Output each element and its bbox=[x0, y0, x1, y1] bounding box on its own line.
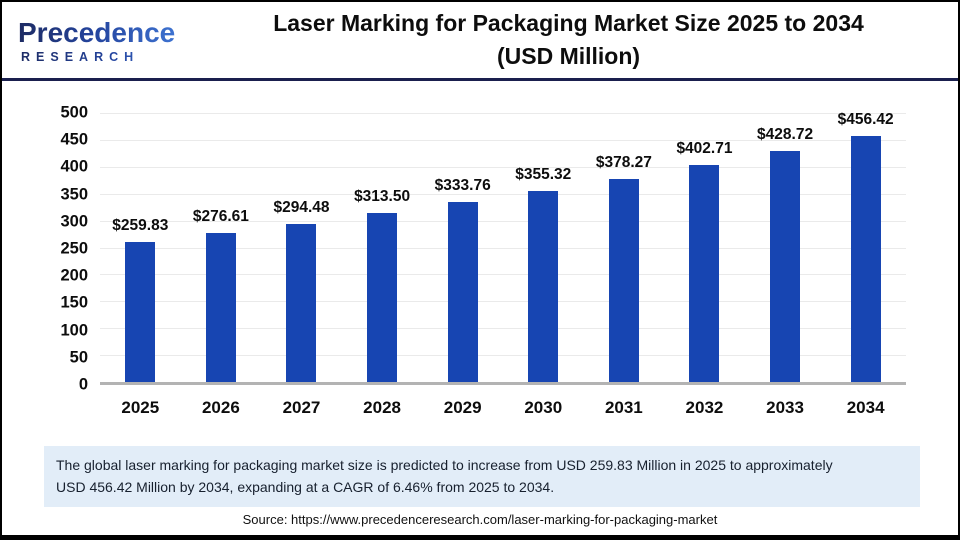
bar-slot: $378.27 bbox=[584, 113, 665, 382]
x-tick-label: 2031 bbox=[604, 398, 643, 417]
x-tick-label: 2033 bbox=[766, 398, 804, 417]
bar-value-label: $276.61 bbox=[192, 208, 249, 226]
bar bbox=[528, 190, 559, 382]
gridline bbox=[100, 301, 906, 303]
bar-slot: $456.42 bbox=[825, 111, 906, 382]
y-tick-label: 250 bbox=[60, 239, 88, 258]
y-tick-label: 350 bbox=[60, 185, 88, 204]
source-line: Source: https://www.precedenceresearch.c… bbox=[242, 512, 718, 527]
y-tick-label: 300 bbox=[60, 212, 88, 231]
bar bbox=[286, 223, 317, 382]
header: Precedence RESEARCH Laser Marking for Pa… bbox=[2, 2, 958, 81]
x-tick-label: 2029 bbox=[443, 398, 482, 417]
bar-slot: $402.71 bbox=[664, 113, 745, 382]
bar bbox=[850, 136, 881, 382]
bar bbox=[689, 165, 720, 382]
chart-title-line2: (USD Million) bbox=[496, 43, 641, 69]
y-tick-label: 450 bbox=[60, 130, 88, 149]
y-tick-label: 500 bbox=[60, 103, 88, 122]
y-axis-labels: 0 50 100 150 200 250 300 350 400 450 500 bbox=[2, 104, 88, 394]
bar-slot: $313.50 bbox=[342, 113, 423, 382]
bar-slot: $276.61 bbox=[181, 113, 262, 382]
gridline bbox=[100, 355, 906, 357]
gridline bbox=[100, 220, 906, 222]
brand-logo-wordmark: Precedence bbox=[18, 17, 187, 49]
x-tick-label: 2025 bbox=[121, 398, 160, 417]
gridline bbox=[100, 328, 906, 330]
y-tick-label: 150 bbox=[60, 293, 88, 312]
bar-value-label: $428.72 bbox=[757, 126, 814, 144]
y-tick-label: 0 bbox=[78, 375, 88, 394]
bar-slot: $259.83 bbox=[100, 113, 181, 382]
gridline bbox=[100, 247, 906, 249]
bar bbox=[205, 233, 236, 382]
chart-title: Laser Marking for Packaging Market Size … bbox=[187, 7, 958, 74]
bar-value-label: $456.42 bbox=[837, 111, 894, 129]
gridline bbox=[100, 274, 906, 276]
plot-area: $259.83 $276.61 $294.48 $313.50 $333.76 $355.… bbox=[100, 111, 906, 385]
x-tick-label: 2030 bbox=[524, 398, 563, 417]
x-tick-label: 2028 bbox=[363, 398, 401, 417]
brand-logo: Precedence RESEARCH bbox=[2, 17, 187, 64]
bar bbox=[447, 202, 478, 382]
brand-logo-subtitle: RESEARCH bbox=[18, 50, 187, 64]
bars-container: $259.83 $276.61 $294.48 $313.50 $333.76 $355.… bbox=[100, 111, 906, 382]
y-tick-label: 400 bbox=[60, 157, 88, 176]
bar-value-label: $313.50 bbox=[354, 188, 411, 206]
bar-slot: $333.76 bbox=[422, 113, 503, 382]
x-tick-label: 2026 bbox=[201, 398, 240, 417]
bar bbox=[125, 242, 156, 382]
gridline bbox=[100, 193, 906, 195]
summary-text: The global laser marking for packaging m… bbox=[56, 457, 833, 496]
bar-slot: $355.32 bbox=[503, 113, 584, 382]
bar bbox=[770, 151, 801, 382]
bar-value-label: $402.71 bbox=[676, 140, 733, 158]
chart-title-line1: Laser Marking for Packaging Market Size … bbox=[273, 9, 864, 36]
gridline bbox=[100, 166, 906, 168]
bar-value-label: $259.83 bbox=[112, 217, 169, 235]
bar-value-label: $378.27 bbox=[595, 153, 652, 171]
bar-slot: $294.48 bbox=[261, 113, 342, 382]
bar bbox=[367, 213, 398, 382]
y-tick-label: 50 bbox=[69, 348, 88, 367]
y-tick-label: 100 bbox=[60, 321, 88, 340]
x-tick-label: 2032 bbox=[685, 398, 724, 417]
gridline bbox=[100, 113, 906, 114]
x-tick-label: 2027 bbox=[282, 398, 321, 417]
y-tick-label: 200 bbox=[60, 266, 88, 285]
bar-value-label: $355.32 bbox=[515, 165, 572, 183]
gridline bbox=[100, 139, 906, 141]
summary-box: The global laser marking for packaging m… bbox=[44, 446, 920, 507]
bar bbox=[608, 178, 639, 382]
bar-value-label: $294.48 bbox=[273, 198, 330, 216]
x-tick-label: 2034 bbox=[846, 398, 885, 417]
bar-value-label: $333.76 bbox=[434, 177, 491, 195]
bar-slot: $428.72 bbox=[745, 113, 826, 382]
x-axis-labels: 2025 2026 2027 2028 2029 2030 2031 2032 2033 2034 bbox=[100, 398, 906, 418]
